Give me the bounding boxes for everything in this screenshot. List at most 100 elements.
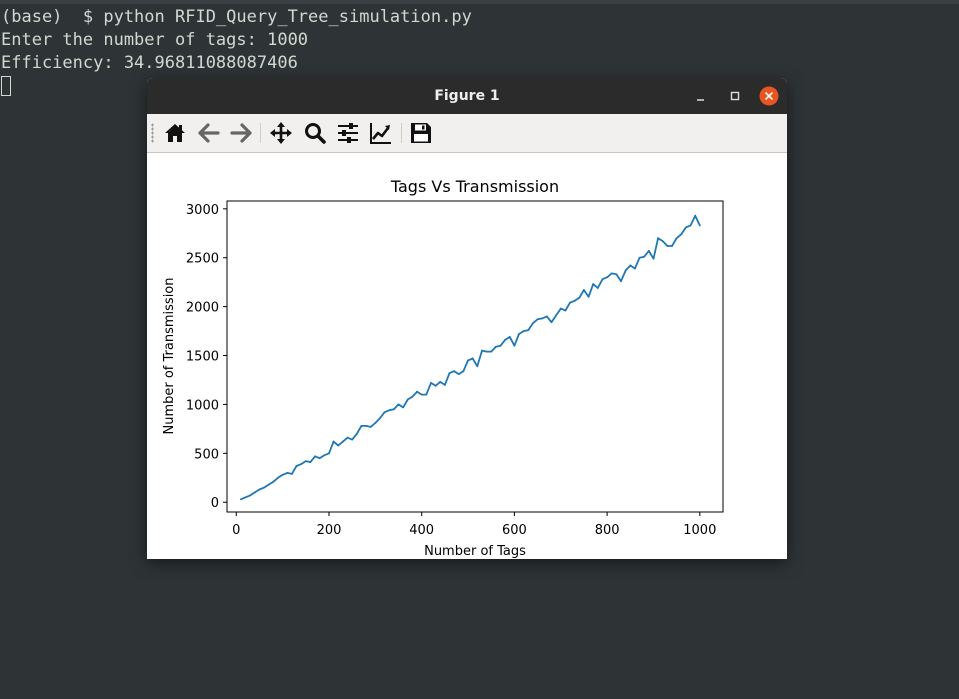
terminal-top-border [0,0,959,4]
data-point [634,267,636,270]
data-point [430,382,432,384]
data-point [351,438,354,441]
data-point [559,307,562,310]
data-point [652,257,655,260]
y-tick-label: 1000 [186,398,219,413]
data-point [564,309,567,312]
pan-button[interactable] [269,121,293,145]
data-point [610,272,613,275]
data-point [420,393,423,396]
edit-axis-button[interactable] [369,121,393,145]
data-point [392,408,395,411]
data-point [527,329,530,331]
data-point [374,422,377,424]
data-point [661,240,664,242]
y-tick-label: 1500 [186,350,219,365]
data-point [462,370,465,373]
data-point [318,457,321,460]
close-icon [759,86,779,106]
data-point [643,255,646,258]
data-point [281,473,284,476]
data-point [295,465,298,467]
data-point [397,403,400,406]
terminal-output-line: Efficiency: 34.96811088087406 [1,53,298,73]
back-button[interactable] [197,121,221,145]
data-point [578,296,581,299]
forward-button[interactable] [229,121,253,145]
pan-icon [270,122,292,144]
data-point [601,278,604,281]
save-button[interactable] [409,121,433,145]
figure-canvas[interactable]: Tags Vs Transmission Number of Tags Numb… [147,153,787,559]
zoom-button[interactable] [303,121,327,145]
data-point [545,315,548,318]
data-point [402,406,405,409]
back-arrow-icon [198,123,220,143]
y-axis-label: Number of Transmission [162,278,177,435]
terminal-command-line: (base) $ python RFID_Query_Tree_simulati… [1,7,472,27]
data-point [689,224,692,227]
toolbar-separator [401,123,402,143]
data-point [587,295,590,298]
line-chart: Tags Vs Transmission Number of Tags Numb… [162,177,724,559]
data-point [425,393,428,396]
data-point [541,317,544,320]
data-point [263,486,265,489]
data-point [332,440,335,443]
data-point [379,417,381,420]
data-point [569,301,571,304]
zoom-icon [305,123,326,144]
x-axis-label: Number of Tags [424,544,526,559]
data-point [416,390,418,393]
terminal-cursor [1,76,11,96]
data-point [583,289,585,291]
maximize-icon [730,91,740,101]
data-point [671,245,673,247]
data-point [555,314,558,317]
data-point [443,383,446,386]
data-point [685,226,687,229]
data-point [457,373,460,376]
configure-subplots-button[interactable] [336,121,360,145]
data-point [369,426,372,428]
data-point [249,494,252,497]
maximize-button[interactable] [725,86,745,106]
data-point [244,496,247,499]
data-point [522,330,525,332]
data-point [383,411,386,414]
data-point [624,269,627,272]
minimize-button[interactable] [691,86,711,106]
data-point [258,488,261,491]
data-point [323,454,326,457]
configure-subplots-icon [338,123,358,143]
x-tick-label: 0 [232,523,240,538]
edit-axis-icon [370,123,391,144]
forward-arrow-icon [230,123,252,143]
y-tick-label: 0 [211,496,219,511]
data-point [277,476,279,479]
data-point [550,321,553,324]
data-point [453,370,456,373]
data-point [337,444,340,447]
data-point [467,359,469,362]
data-point [272,480,275,483]
data-point [499,344,502,347]
terminal-input-line: Enter the number of tags: 1000 [1,30,309,50]
y-tick-label: 2500 [186,252,219,267]
data-point [638,256,641,259]
data-point [680,233,683,236]
data-point [253,491,256,494]
data-point [494,345,497,348]
data-point [448,372,451,375]
home-button[interactable] [163,121,187,145]
close-button[interactable] [758,85,779,106]
minimize-icon [697,99,704,101]
data-point [411,395,414,398]
data-point [240,498,242,501]
x-tick-label: 1000 [683,523,716,538]
window-title: Figure 1 [434,88,500,104]
data-point [314,455,316,458]
window-titlebar[interactable]: Figure 1 [147,78,787,114]
x-tick-label: 400 [409,523,434,538]
data-point [365,425,367,427]
